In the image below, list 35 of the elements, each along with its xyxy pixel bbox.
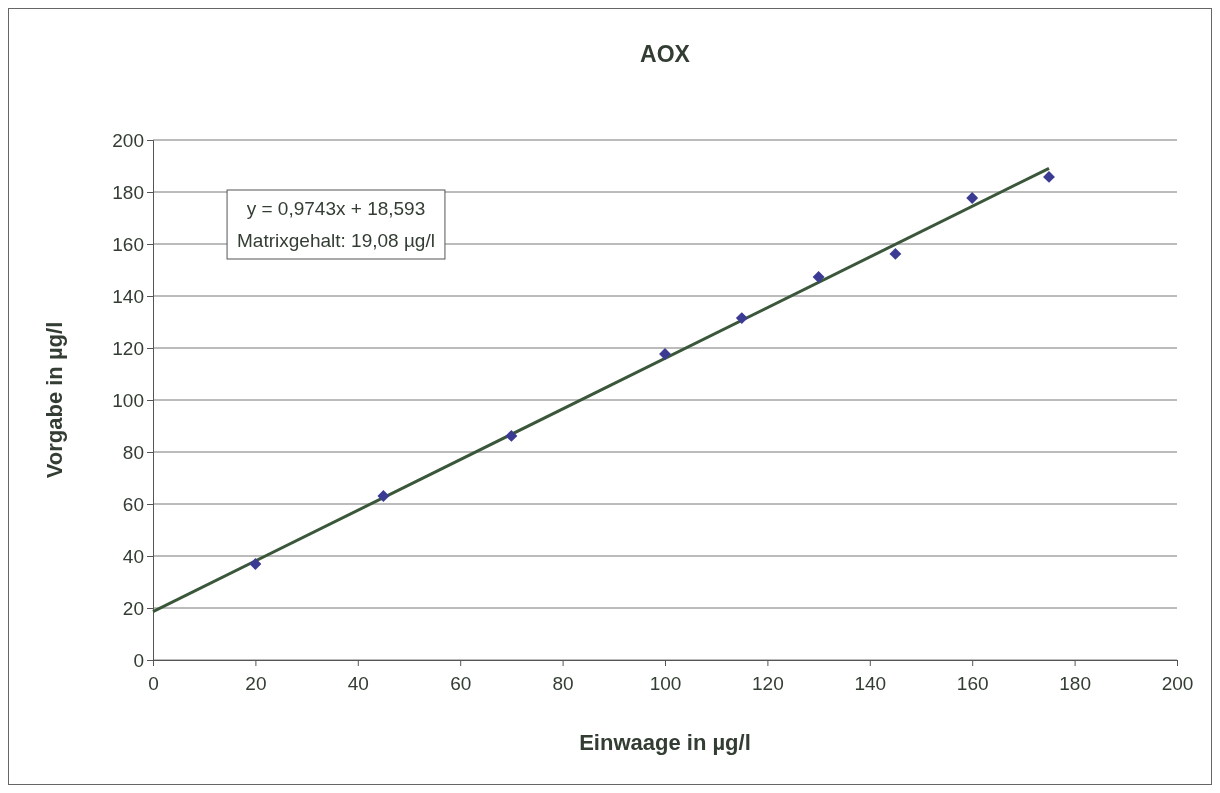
y-tick-label: 20 [122,597,144,619]
y-tick-label: 180 [112,181,144,203]
point [505,429,518,442]
point [377,490,390,502]
point [889,247,902,260]
x-tick-label: 80 [552,672,574,694]
point [1043,170,1055,183]
x-tick-label: 0 [148,672,159,694]
point [249,558,262,570]
y-tick-label: 140 [112,285,144,307]
point [966,192,979,204]
x-tick-label: 140 [854,672,887,694]
y-tick-label: 120 [112,337,144,359]
x-tick-label: 120 [752,672,784,694]
y-tick-label: 60 [122,493,144,515]
y-tick-label: 40 [122,545,144,567]
y-tick-label: 80 [122,441,144,463]
y-tick-label: 200 [112,129,144,151]
y-tick-label: 100 [112,389,144,411]
y-tick-label: 160 [112,233,144,255]
point [812,271,825,283]
x-tick-label: 200 [1161,672,1194,694]
x-tick-label: 100 [649,672,682,694]
x-tick-label: 180 [1059,672,1091,694]
x-tick-label: 160 [956,672,989,694]
x-tick-label: 20 [245,672,267,694]
chart-title: AOX [640,41,691,67]
y-axis-title: Vorgabe in µg/l [42,321,67,479]
annotation: y = 0,9743x + 18,593 [246,198,426,219]
y-tick-label: 0 [133,649,144,671]
x-tick-label: 60 [450,672,472,694]
x-axis-title: Einwaage in µg/l [579,730,751,755]
x-tick-label: 40 [347,672,369,694]
point [735,312,748,325]
annotation: Matrixgehalt: 19,08 µg/l [237,230,435,251]
